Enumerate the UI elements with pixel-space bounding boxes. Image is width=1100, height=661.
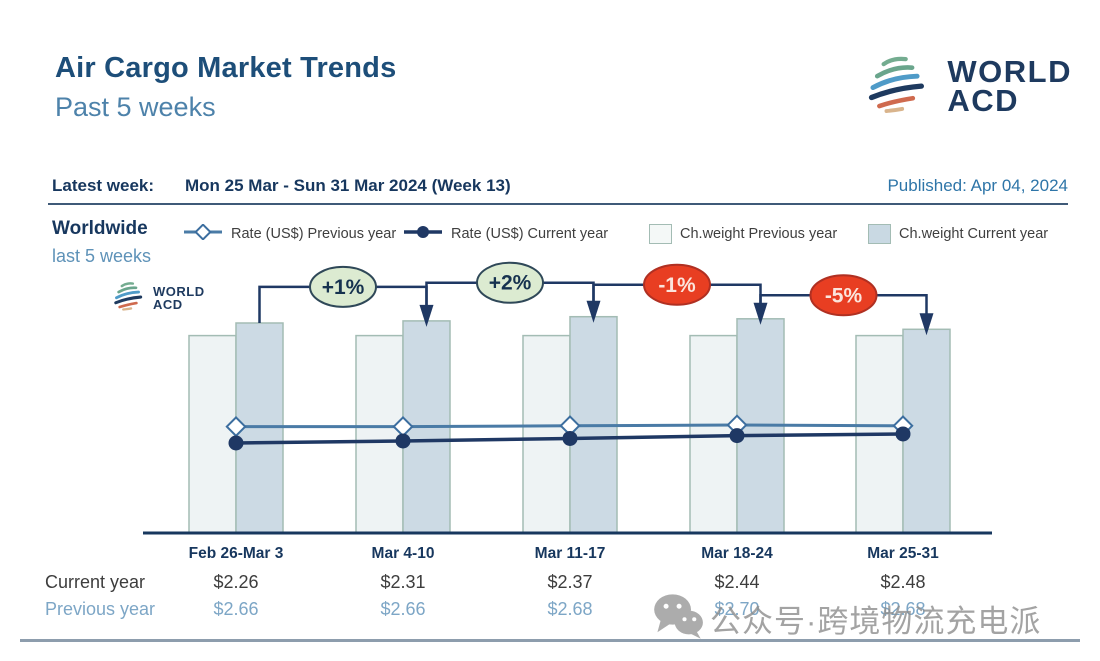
wow-badge-label-3: -5% — [825, 284, 863, 307]
rate-previous-marker-0 — [225, 415, 247, 438]
worldacd-logo: WORLD ACD — [863, 52, 1072, 121]
page-title: Air Cargo Market Trends — [55, 52, 397, 84]
x-axis-label-4: Mar 25-31 — [867, 545, 939, 562]
rate-value: $2.68 — [547, 599, 593, 619]
rate-value: $2.44 — [714, 572, 760, 592]
wow-badge-3: -5% — [809, 274, 878, 317]
rate-value: $2.31 — [380, 572, 426, 592]
latest-week-label: Latest week: — [52, 176, 155, 195]
legend-label: Rate (US$) Current year — [451, 226, 609, 242]
worldacd-globe-icon-small — [112, 280, 148, 317]
wow-badge-0: +1% — [309, 265, 377, 308]
rate-value: $2.68 — [880, 599, 926, 619]
legend-label: Ch.weight Previous year — [680, 226, 838, 242]
rate-value: $2.48 — [880, 572, 926, 592]
legend-item-rate-current: Rate (US$) Current year — [403, 224, 608, 244]
bar-chweight-previous-2 — [522, 334, 571, 534]
wow-badge-1: +2% — [476, 261, 544, 304]
region-sublabel: last 5 weeks — [52, 246, 152, 266]
page-subtitle: Past 5 weeks — [55, 92, 216, 122]
published-date: Published: Apr 04, 2024 — [887, 176, 1068, 195]
rate-current-marker-0 — [228, 435, 244, 451]
rate-value: $2.66 — [380, 599, 426, 619]
x-axis-label-1: Mar 4-10 — [372, 545, 435, 562]
rate-row-label: Previous year — [45, 599, 156, 619]
wow-badge-label-1: +2% — [489, 272, 532, 295]
rate-current-marker-3 — [729, 428, 745, 444]
wow-badge-label-0: +1% — [322, 276, 365, 299]
x-axis-label-0: Feb 26-Mar 3 — [189, 545, 284, 562]
square-filled-icon — [868, 224, 891, 244]
legend-item-chweight-current: Ch.weight Current year — [868, 224, 1048, 244]
rate-previous-marker-3 — [726, 414, 748, 436]
legend-item-rate-previous: Rate (US$) Previous year — [183, 223, 397, 244]
rate-previous-marker-2 — [559, 415, 581, 437]
logo-word-acd: ACD — [947, 82, 1020, 118]
logo-word-world: WORLD — [153, 284, 205, 300]
wechat-icon — [652, 592, 704, 645]
rate-row-label: Current year — [45, 572, 146, 592]
rate-row-previous-year: Previous year $2.66 $2.66 $2.68 $2.70 $2.68 — [0, 599, 1100, 623]
watermark-text: 公众号·跨境物流充电派 — [710, 604, 1042, 639]
x-axis-label-3: Mar 18-24 — [701, 545, 773, 562]
legend-label: Rate (US$) Previous year — [231, 226, 397, 242]
rate-current-marker-4 — [895, 426, 911, 442]
region-label: Worldwide — [52, 218, 148, 239]
rate-row-current-year: Current year $2.26 $2.31 $2.37 $2.44 $2.48 — [0, 572, 1100, 596]
rate-previous-marker-1 — [392, 415, 414, 438]
rate-value: $2.26 — [213, 572, 259, 592]
line-diamond-icon — [183, 223, 223, 244]
chart-watermark-logo-text: WORLD ACD — [153, 284, 205, 312]
line-circle-icon — [403, 224, 443, 244]
worldacd-globe-icon — [863, 52, 937, 121]
legend-label: Ch.weight Current year — [899, 226, 1049, 242]
rate-value: $2.66 — [213, 599, 259, 619]
wow-arrow-icon-3 — [919, 313, 934, 336]
header-divider — [48, 203, 1068, 205]
legend-item-chweight-previous: Ch.weight Previous year — [649, 224, 837, 244]
worldacd-logo-text: WORLD ACD — [947, 53, 1072, 118]
wow-badge-2: -1% — [643, 263, 711, 306]
wechat-watermark: 公众号·跨境物流充电派 — [652, 592, 1041, 645]
bar-chweight-current-4 — [902, 328, 951, 534]
x-axis-label-2: Mar 11-17 — [535, 545, 606, 562]
logo-word-world: WORLD — [947, 53, 1072, 89]
combo-chart: +1% +2% -1% -5% Feb 26-Mar 3 Mar 4-10 Mar 11-1… — [143, 261, 992, 562]
rate-value: $2.37 — [547, 572, 593, 592]
logo-word-acd: ACD — [153, 296, 183, 312]
rate-value: $2.70 — [714, 599, 760, 619]
bar-chweight-previous-0 — [188, 334, 237, 534]
wow-badge-label-2: -1% — [658, 274, 696, 297]
chart-watermark-logo: WORLD ACD — [112, 280, 205, 317]
rate-current-marker-2 — [562, 430, 578, 446]
rate-current-marker-1 — [395, 433, 411, 449]
square-light-icon — [649, 224, 672, 244]
bar-chweight-previous-1 — [355, 334, 404, 534]
bottom-rule — [20, 639, 1080, 642]
latest-week-value: Mon 25 Mar - Sun 31 Mar 2024 (Week 13) — [185, 176, 511, 195]
